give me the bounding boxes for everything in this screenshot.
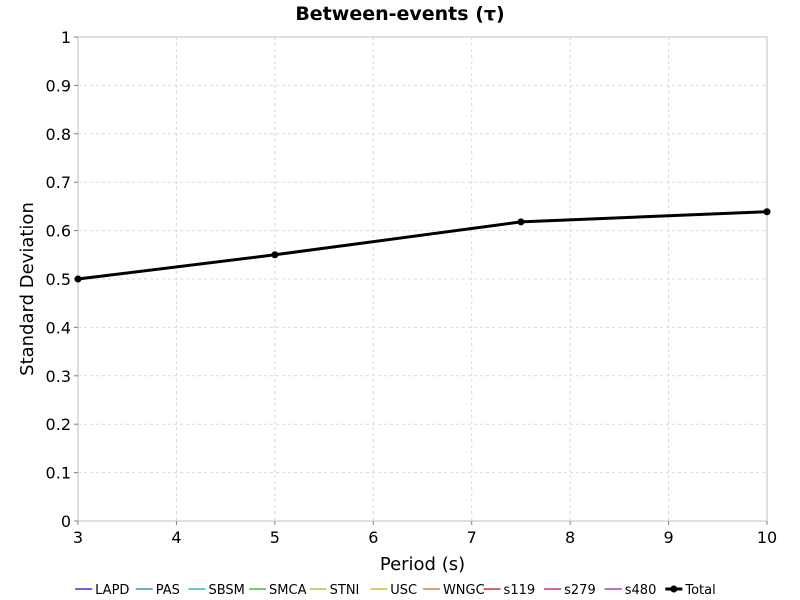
- y-tick-label: 1: [61, 28, 71, 47]
- legend-label: s279: [564, 583, 596, 598]
- x-tick-label: 5: [270, 528, 280, 547]
- legend-label: s480: [625, 583, 657, 598]
- series-line-total: [76, 210, 769, 281]
- y-tick-label: 0.1: [46, 464, 71, 483]
- data-point-total: [517, 218, 525, 226]
- legend-label: SBSM: [208, 583, 244, 598]
- legend-marker: [670, 585, 678, 593]
- legend-item-s279: s279: [544, 583, 596, 598]
- y-tick-label: 0.8: [46, 125, 71, 144]
- legend-label: STNI: [330, 583, 360, 598]
- legend-label: Total: [684, 583, 715, 598]
- legend-item-usc: USC: [370, 583, 417, 598]
- legend-label: PAS: [156, 583, 180, 598]
- axis-ticks: 3 4 5 6 7 8 9 10 0 0.1 0.2 0.3 0.4 0.5 0.6 0.7 0.8 0.9 1: [46, 28, 778, 547]
- legend-label: USC: [390, 583, 417, 598]
- y-tick-label: 0.7: [46, 173, 71, 192]
- legend-label: SMCA: [269, 583, 307, 598]
- x-tick-label: 9: [663, 528, 673, 547]
- chart-title: Between-events (τ): [295, 3, 504, 25]
- legend-item-wngc: WNGC: [422, 583, 485, 598]
- legend: LAPD PAS SBSM SMCA STNI USC WNGC s119 s279 s480 To…: [75, 583, 716, 598]
- legend-item-smca: SMCA: [249, 583, 307, 598]
- x-tick-label: 3: [73, 528, 83, 547]
- x-axis-label: Period (s): [380, 554, 465, 575]
- legend-item-stni: STNI: [309, 583, 360, 598]
- data-point-total: [74, 275, 82, 283]
- x-tick-label: 7: [467, 528, 477, 547]
- legend-item-sbsm: SBSM: [188, 583, 245, 598]
- x-tick-label: 6: [368, 528, 378, 547]
- legend-item-s119: s119: [483, 583, 536, 598]
- x-tick-label: 4: [171, 528, 181, 547]
- y-tick-label: 0: [61, 512, 71, 531]
- x-tick-label: 10: [757, 528, 777, 547]
- legend-label: LAPD: [95, 583, 129, 598]
- y-tick-label: 0.9: [46, 76, 71, 95]
- y-tick-label: 0.6: [46, 222, 71, 241]
- y-tick-label: 0.2: [46, 415, 71, 434]
- x-tick-label: 8: [565, 528, 575, 547]
- y-tick-label: 0.3: [46, 367, 71, 386]
- y-axis-label: Standard Deviation: [17, 202, 38, 376]
- y-tick-label: 0.4: [46, 318, 71, 337]
- legend-label: WNGC: [443, 583, 485, 598]
- y-tick-label: 0.5: [46, 270, 71, 289]
- legend-item-total: Total: [665, 583, 716, 598]
- legend-label: s119: [504, 583, 536, 598]
- data-point-total: [763, 208, 771, 216]
- series-lines: [74, 208, 771, 283]
- legend-item-lapd: LAPD: [75, 583, 129, 598]
- grid-lines: [78, 37, 767, 521]
- legend-item-pas: PAS: [135, 583, 180, 598]
- data-point-total: [271, 251, 279, 259]
- legend-item-s480: s480: [604, 583, 657, 598]
